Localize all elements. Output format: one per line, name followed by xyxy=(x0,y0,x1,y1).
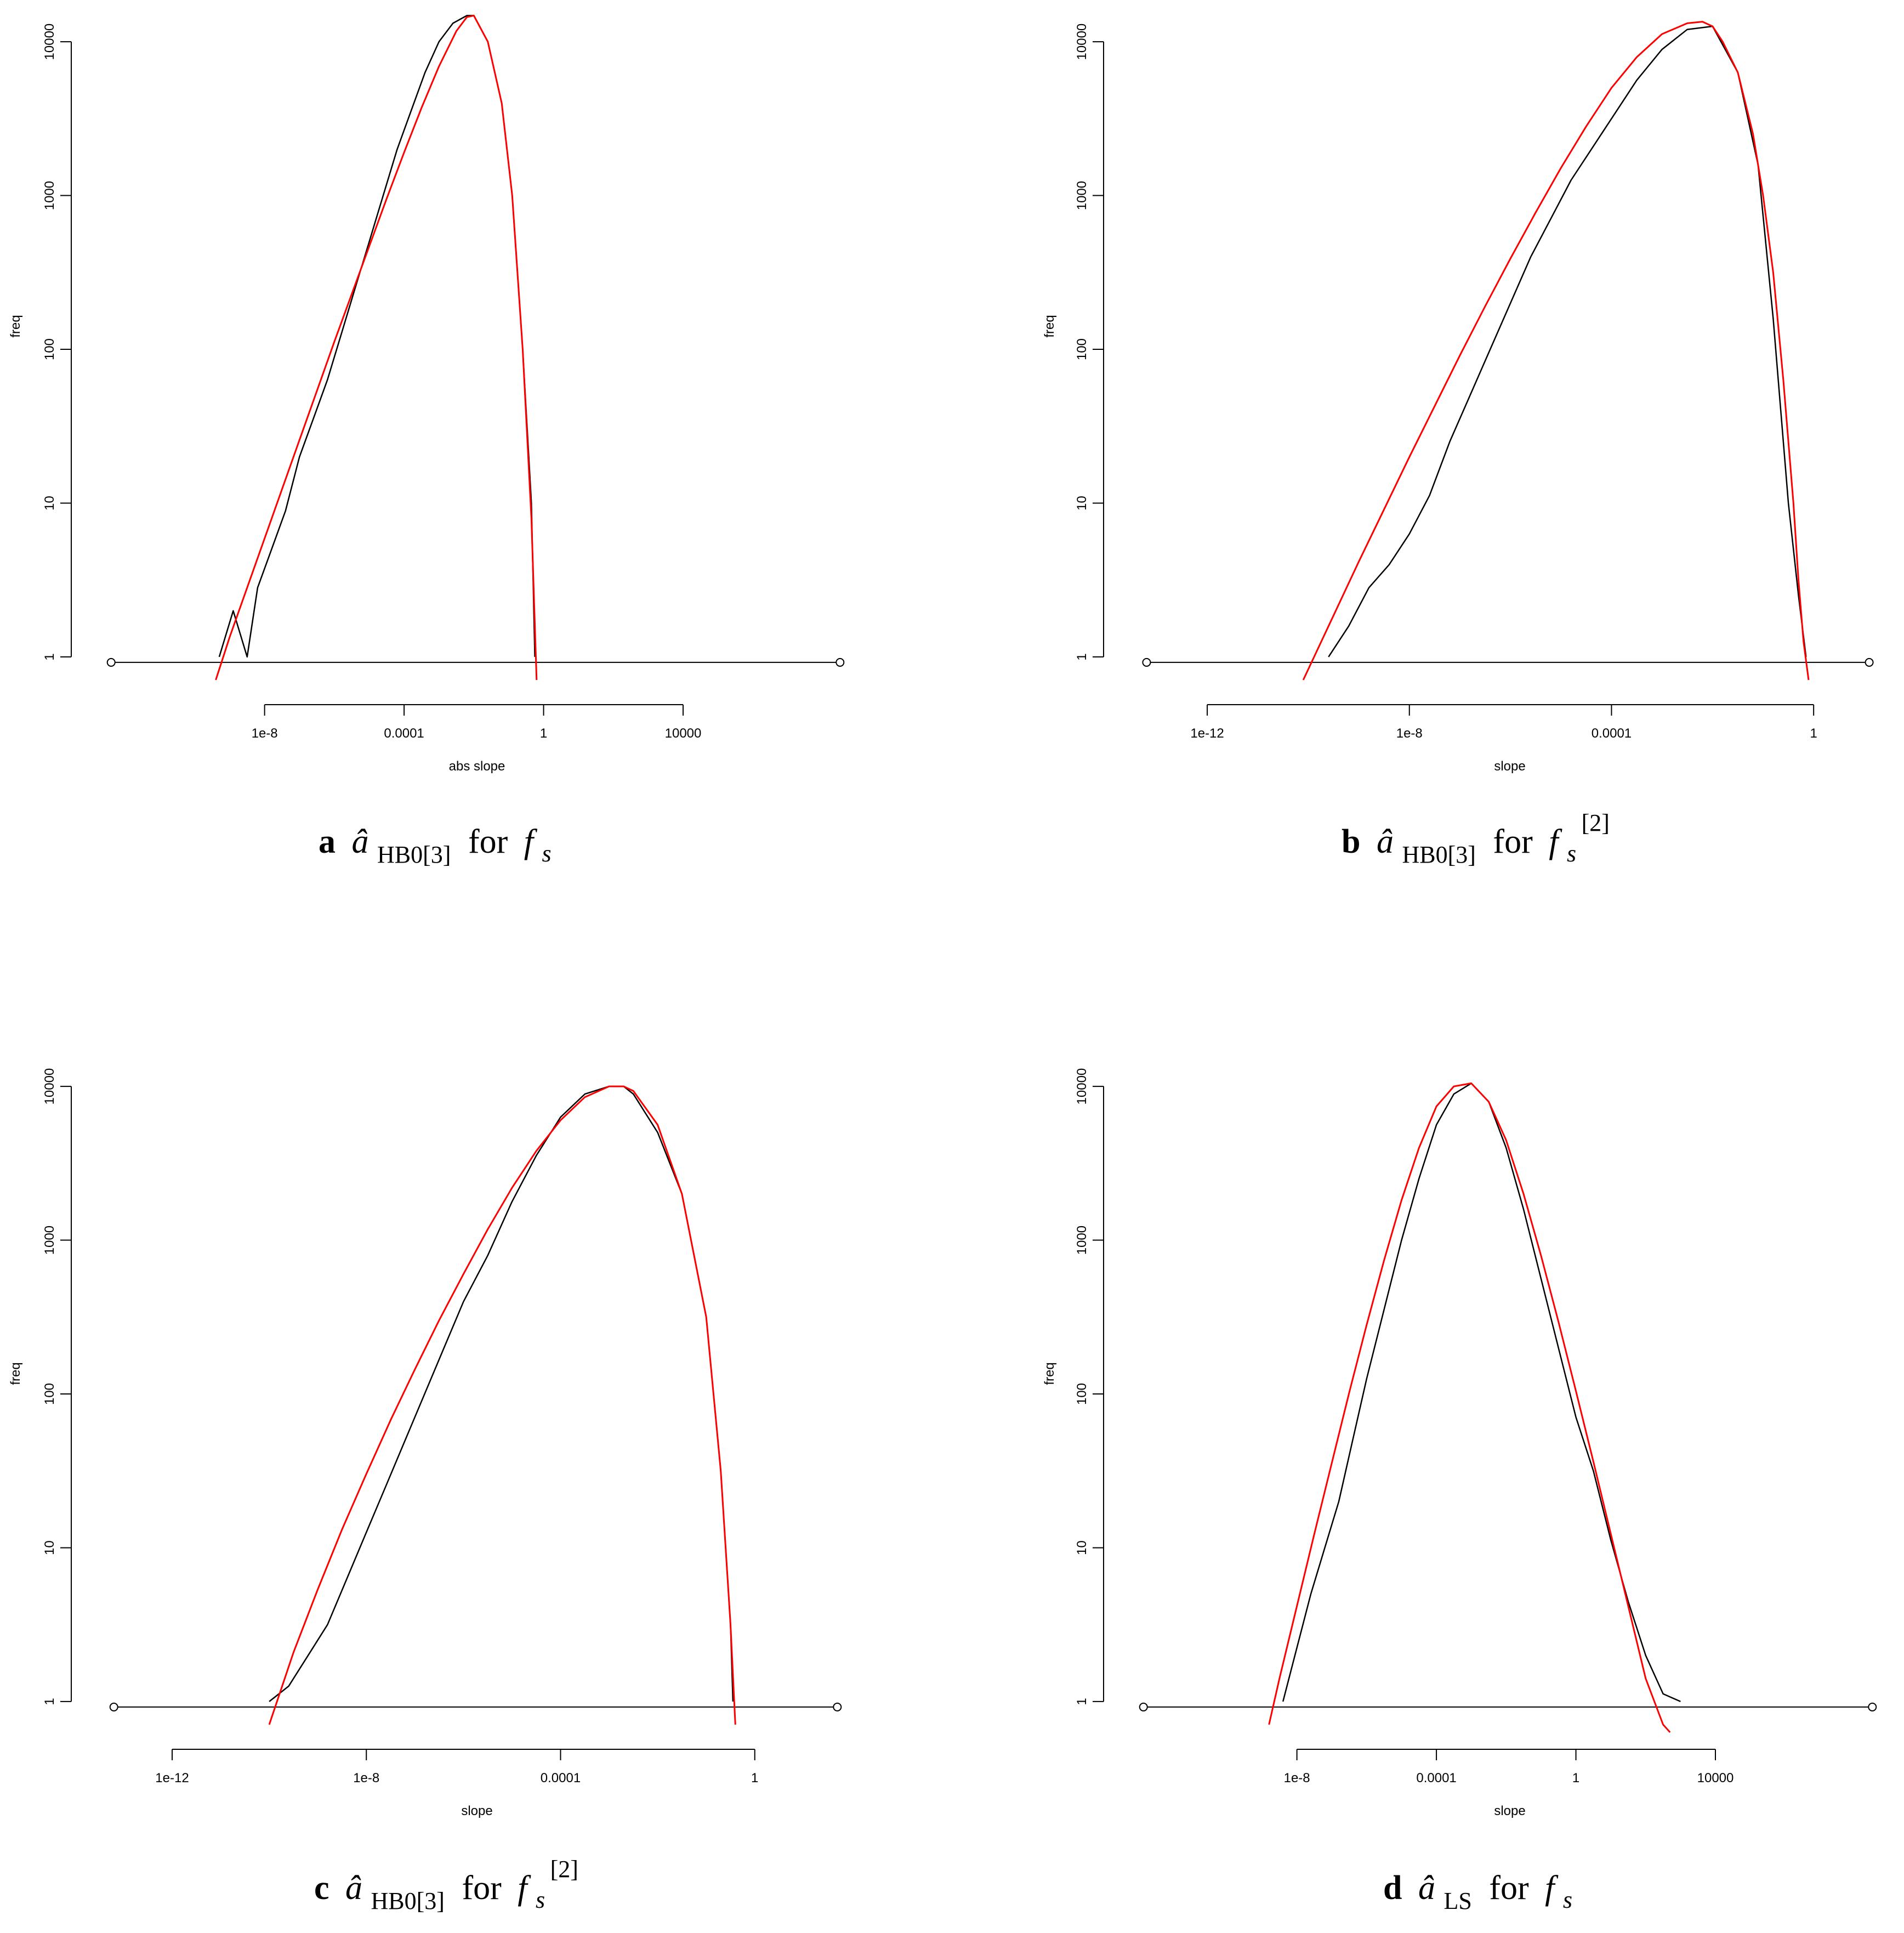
panel-c-observed-line xyxy=(269,1085,734,1702)
panel-a-plot: 1 10 100 1000 10000 1e-8 0.0001 1 10000 xyxy=(42,14,845,741)
panel-c-caption-estimator: â xyxy=(345,1869,362,1907)
panel-d-caption-function: f xyxy=(1545,1869,1559,1907)
panel-c-x-tick-label: 1 xyxy=(751,1771,758,1785)
panel-b-caption-subscript: HB0[3] xyxy=(1402,841,1475,868)
panel-d-caption-subscript: LS xyxy=(1443,1887,1471,1914)
panel-b-x-tick-label: 1e-8 xyxy=(1396,726,1423,741)
panel-a-observed-line xyxy=(218,15,536,658)
panel-c-x-tick-label: 1e-8 xyxy=(353,1771,379,1785)
panel-d-x-tick-label: 1 xyxy=(1572,1771,1579,1785)
panel-a: 1 10 100 1000 10000 1e-8 0.0001 1 10000 freq abs… xyxy=(8,14,845,870)
panel-a-y-tick-label: 1000 xyxy=(42,181,57,210)
panel-d-x-tick-label: 10000 xyxy=(1697,1771,1734,1785)
panel-d-y-tick-label: 1 xyxy=(1075,1698,1089,1705)
panel-a-y-tick-label: 10000 xyxy=(42,24,57,60)
panel-a-x-tick-label: 10000 xyxy=(665,726,702,741)
panel-b-y-axis-title: freq xyxy=(1042,315,1057,337)
panel-b: 1 10 100 1000 10000 1e-12 1e-8 0.0001 1 freq slo… xyxy=(1042,21,1874,870)
panel-b-endpoint-marker xyxy=(1142,657,1151,667)
panel-d-endpoint-marker xyxy=(1868,1702,1877,1711)
panel-d-y-axis-title: freq xyxy=(1042,1362,1057,1385)
panel-d-endpoint-marker xyxy=(1139,1702,1148,1711)
panel-c-fitted-curve xyxy=(268,1085,736,1725)
panel-c-y-tick-label: 1000 xyxy=(42,1226,57,1255)
panel-d-x-tick-label: 0.0001 xyxy=(1416,1771,1456,1785)
panel-c-y-tick-label: 1 xyxy=(42,1698,57,1705)
panel-b-observed-line xyxy=(1328,25,1807,657)
panel-c-endpoint-marker xyxy=(833,1702,842,1711)
panel-d-caption-letter: d xyxy=(1383,1869,1402,1907)
panel-d-caption-for: for xyxy=(1489,1869,1529,1907)
panel-b-caption: b â HB0[3] for f s [2] xyxy=(1342,809,1610,870)
panel-b-y-tick-label: 10000 xyxy=(1075,24,1089,60)
panel-b-x-tick-label: 1 xyxy=(1810,726,1817,741)
panel-a-endpoint-marker xyxy=(836,657,845,667)
panel-b-y-tick-label: 1 xyxy=(1075,653,1089,660)
panel-d-plot: 1 10 100 1000 10000 1e-8 0.0001 1 10000 xyxy=(1075,1068,1877,1785)
panel-c-caption-subscript: HB0[3] xyxy=(371,1887,445,1914)
panel-c-caption-letter: c xyxy=(314,1869,329,1907)
panel-d-y-tick-label: 1000 xyxy=(1075,1226,1089,1255)
panel-c-caption-for: for xyxy=(462,1869,502,1907)
panel-a-x-axis-title: abs slope xyxy=(449,759,505,774)
panel-c: 1 10 100 1000 10000 1e-12 1e-8 0.0001 1 freq slo… xyxy=(8,1068,842,1917)
panel-c-caption-function-sup: [2] xyxy=(550,1856,578,1883)
panel-c-y-tick-label: 10000 xyxy=(42,1068,57,1105)
panel-a-caption-for: for xyxy=(468,823,508,860)
panel-d: 1 10 100 1000 10000 1e-8 0.0001 1 10000 freq slo… xyxy=(1042,1068,1877,1917)
panel-a-caption-estimator: â xyxy=(352,823,369,860)
panel-d-y-tick-label: 100 xyxy=(1075,1383,1089,1405)
panel-b-plot: 1 10 100 1000 10000 1e-12 1e-8 0.0001 1 xyxy=(1075,21,1874,741)
panel-b-caption-function-sup: [2] xyxy=(1582,809,1610,836)
panel-b-caption-function: f xyxy=(1549,823,1562,860)
panel-b-y-tick-label: 1000 xyxy=(1075,181,1089,210)
panel-c-y-axis-title: freq xyxy=(8,1362,23,1385)
panel-a-x-tick-label: 1 xyxy=(540,726,547,741)
panel-b-caption-for: for xyxy=(1493,823,1533,860)
panel-d-caption-function-sub: s xyxy=(1563,1886,1572,1913)
panel-c-y-tick-label: 10 xyxy=(42,1540,57,1555)
panel-c-endpoint-marker xyxy=(109,1702,118,1711)
panel-a-caption-function: f xyxy=(524,823,538,860)
panel-d-y-tick-label: 10000 xyxy=(1075,1068,1089,1105)
panel-a-caption: a â HB0[3] for f s xyxy=(319,823,552,870)
panel-a-y-tick-label: 100 xyxy=(42,338,57,360)
panel-d-y-tick-label: 10 xyxy=(1075,1540,1089,1555)
panel-b-fitted-curve xyxy=(1302,21,1810,681)
panel-d-fitted-curve xyxy=(1268,1082,1671,1733)
panel-d-caption-estimator: â xyxy=(1418,1869,1435,1907)
panel-b-caption-letter: b xyxy=(1342,823,1360,860)
panel-b-caption-function-sub: s xyxy=(1567,840,1576,867)
panel-c-x-tick-label: 0.0001 xyxy=(541,1771,581,1785)
panel-c-caption-function: f xyxy=(518,1869,531,1907)
panel-a-caption-letter: a xyxy=(319,823,336,860)
panel-a-y-tick-label: 1 xyxy=(42,653,57,660)
panel-d-observed-line xyxy=(1282,1082,1681,1703)
panel-c-caption-function-sub: s xyxy=(536,1886,545,1913)
panel-a-x-tick-label: 0.0001 xyxy=(384,726,424,741)
panel-a-caption-subscript: HB0[3] xyxy=(377,841,451,868)
panel-b-caption-estimator: â xyxy=(1377,823,1394,860)
panel-b-x-axis-title: slope xyxy=(1494,759,1525,774)
panel-c-caption: c â HB0[3] for f s [2] xyxy=(314,1856,578,1917)
panel-b-x-tick-label: 1e-12 xyxy=(1190,726,1224,741)
panel-d-x-tick-label: 1e-8 xyxy=(1284,1771,1310,1785)
panel-b-y-tick-label: 10 xyxy=(1075,496,1089,511)
panel-c-x-axis-title: slope xyxy=(461,1804,492,1818)
panel-a-y-tick-label: 10 xyxy=(42,496,57,511)
panel-b-x-tick-label: 0.0001 xyxy=(1592,726,1632,741)
panel-d-x-axis-title: slope xyxy=(1494,1804,1525,1818)
panel-b-endpoint-marker xyxy=(1865,657,1874,667)
panel-d-caption: d â LS for f s xyxy=(1383,1869,1572,1917)
panel-c-x-tick-label: 1e-12 xyxy=(155,1771,189,1785)
panel-b-y-tick-label: 100 xyxy=(1075,338,1089,360)
panel-a-endpoint-marker xyxy=(106,657,116,667)
panel-c-plot: 1 10 100 1000 10000 1e-12 1e-8 0.0001 1 xyxy=(42,1068,842,1785)
panel-a-x-tick-label: 1e-8 xyxy=(252,726,278,741)
panel-a-caption-function-sub: s xyxy=(542,840,551,867)
panel-a-y-axis-title: freq xyxy=(8,315,23,337)
panel-c-y-tick-label: 100 xyxy=(42,1383,57,1405)
panel-a-fitted-curve xyxy=(215,14,538,681)
